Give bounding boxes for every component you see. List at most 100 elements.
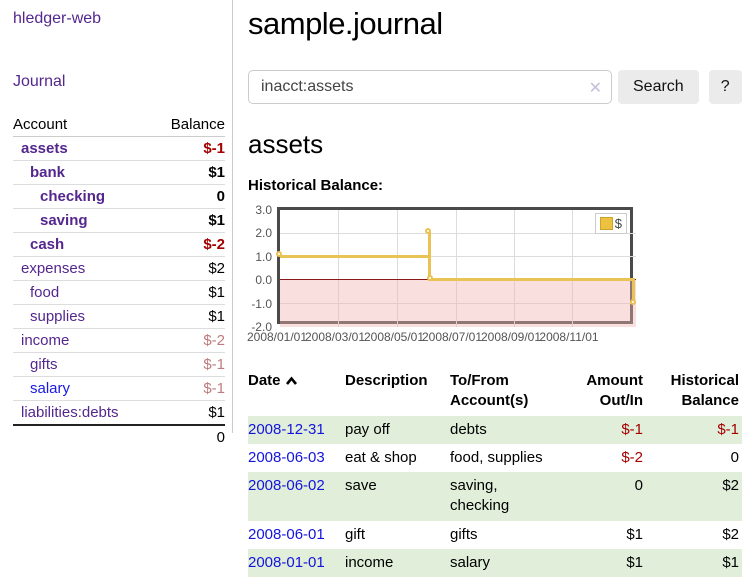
account-link-checking[interactable]: checking: [40, 188, 106, 205]
transaction-row[interactable]: 2008-06-01 gift gifts $1 $2: [248, 521, 742, 549]
account-row-liabilities-debts: liabilities:debts $1: [13, 400, 225, 426]
account-balance: $1: [153, 208, 225, 233]
account-link-assets[interactable]: assets: [21, 140, 68, 157]
transaction-balance: 0: [730, 448, 739, 466]
transaction-date-link[interactable]: 2008-06-02: [248, 477, 325, 494]
account-link-income[interactable]: income: [21, 332, 70, 349]
clear-search-icon[interactable]: ✕: [588, 80, 602, 97]
transaction-balance: $2: [722, 477, 739, 494]
transaction-date-link[interactable]: 2008-06-01: [248, 525, 325, 543]
transaction-description: pay off: [345, 420, 390, 438]
balance-line-segment: [280, 255, 431, 258]
data-point-2008-12-31[interactable]: [630, 299, 636, 305]
gridline: [397, 210, 398, 327]
gridline: [280, 303, 636, 304]
account-balance: $1: [153, 400, 225, 426]
transaction-description: eat & shop: [345, 448, 417, 466]
help-button[interactable]: ?: [708, 70, 742, 104]
balance-line-segment: [431, 278, 635, 281]
main-content: sample.journal ✕ Search ? assets Histori…: [247, 0, 742, 577]
gridline: [280, 256, 636, 257]
y-tick-label: -2.0: [251, 320, 272, 334]
sidebar-item-journal[interactable]: Journal: [13, 73, 66, 90]
balance-line-segment: [428, 232, 431, 281]
date-column-header[interactable]: Date: [248, 369, 345, 416]
balance-column-header: Balance: [153, 113, 225, 137]
transaction-description: gift: [345, 525, 366, 543]
gridline: [338, 210, 339, 327]
app-title-link[interactable]: hledger-web: [13, 10, 102, 27]
accounts-table: Account Balance assets $-1 bank $1 check…: [13, 113, 225, 449]
account-column-header: Account: [13, 113, 154, 137]
chart-legend: $: [594, 213, 627, 234]
gridline: [514, 210, 515, 327]
transaction-accounts: food, supplies: [450, 448, 543, 466]
y-tick-label: 1.0: [255, 250, 272, 264]
transaction-description: save: [345, 477, 377, 494]
accounts-total-row: 0: [13, 424, 225, 449]
data-point-2008-01-01[interactable]: [276, 251, 282, 257]
x-tick-label: 2008/05/01: [363, 330, 425, 344]
transaction-date-link[interactable]: 2008-12-31: [248, 420, 325, 438]
transaction-date-link[interactable]: 2008-01-01: [248, 553, 325, 571]
y-tick-label: -1.0: [251, 297, 272, 311]
account-row-gifts: gifts $-1: [13, 352, 225, 377]
search-form: ✕ Search ?: [248, 70, 742, 104]
account-row-income: income $-2: [13, 328, 225, 353]
account-row-bank: bank $1: [13, 160, 225, 185]
account-row-food: food $1: [13, 280, 225, 305]
account-balance: $-2: [153, 232, 225, 257]
search-input[interactable]: [248, 70, 612, 104]
transaction-row[interactable]: 2008-12-31 pay off debts $-1 $-1: [248, 415, 742, 444]
data-point-2008-06-01[interactable]: [425, 228, 431, 234]
account-row-assets: assets $-1: [13, 136, 225, 161]
data-point-2008-06-03[interactable]: [427, 275, 433, 281]
transaction-amount: $-2: [621, 448, 643, 466]
gridline: [280, 233, 636, 234]
transaction-row[interactable]: 2008-06-02 save saving, checking 0 $2: [248, 472, 742, 521]
date-header-label: Date: [248, 372, 281, 389]
transaction-accounts: debts: [450, 420, 487, 438]
description-column-header: Description: [345, 372, 428, 389]
search-button[interactable]: Search: [618, 70, 699, 104]
account-link-cash[interactable]: cash: [30, 236, 65, 253]
transaction-amount: $-1: [621, 420, 643, 438]
transaction-balance: $1: [722, 553, 739, 571]
negative-balance-region: [280, 280, 636, 327]
x-tick-label: 2008/03/01: [304, 330, 366, 344]
chart-plot-area: $: [276, 207, 636, 327]
account-link-supplies[interactable]: supplies: [30, 308, 86, 325]
register-table: Date Description To/From Account(s) Amou…: [248, 369, 742, 577]
account-link-bank[interactable]: bank: [30, 164, 66, 181]
gridline: [572, 210, 573, 327]
account-row-cash: cash $-2: [13, 232, 225, 257]
account-link-saving[interactable]: saving: [40, 212, 88, 229]
account-link-salary[interactable]: salary: [30, 380, 71, 397]
accounts-table-header: Account Balance: [13, 113, 225, 137]
transaction-row[interactable]: 2008-06-03 eat & shop food, supplies $-2…: [248, 444, 742, 472]
account-link-gifts[interactable]: gifts: [30, 356, 58, 373]
account-row-saving: saving $1: [13, 208, 225, 233]
accounts-column-header: To/From Account(s): [450, 372, 529, 410]
account-balance: $1: [153, 304, 225, 329]
transaction-description: income: [345, 553, 394, 571]
legend-label: $: [614, 216, 622, 231]
account-balance: $-1: [153, 352, 225, 377]
account-row-checking: checking 0: [13, 184, 225, 209]
transaction-row[interactable]: 2008-01-01 income salary $1 $1: [248, 548, 742, 577]
account-link-expenses[interactable]: expenses: [21, 260, 86, 277]
account-link-liabilities-debts[interactable]: liabilities:debts: [21, 404, 119, 421]
account-link-food[interactable]: food: [30, 284, 60, 301]
gridline: [456, 210, 457, 327]
search-box: ✕: [248, 70, 612, 104]
accounts-total-value: 0: [153, 424, 225, 449]
historical-balance-chart: 3.0 2.0 1.0 0.0 -1.0 -2.0: [247, 203, 742, 348]
transaction-date-link[interactable]: 2008-06-03: [248, 448, 325, 466]
transaction-balance: $2: [722, 525, 739, 543]
account-balance: $1: [153, 280, 225, 305]
sort-ascending-icon: [285, 372, 298, 392]
account-row-supplies: supplies $1: [13, 304, 225, 329]
account-balance: 0: [153, 184, 225, 209]
transaction-amount: $1: [626, 553, 643, 571]
